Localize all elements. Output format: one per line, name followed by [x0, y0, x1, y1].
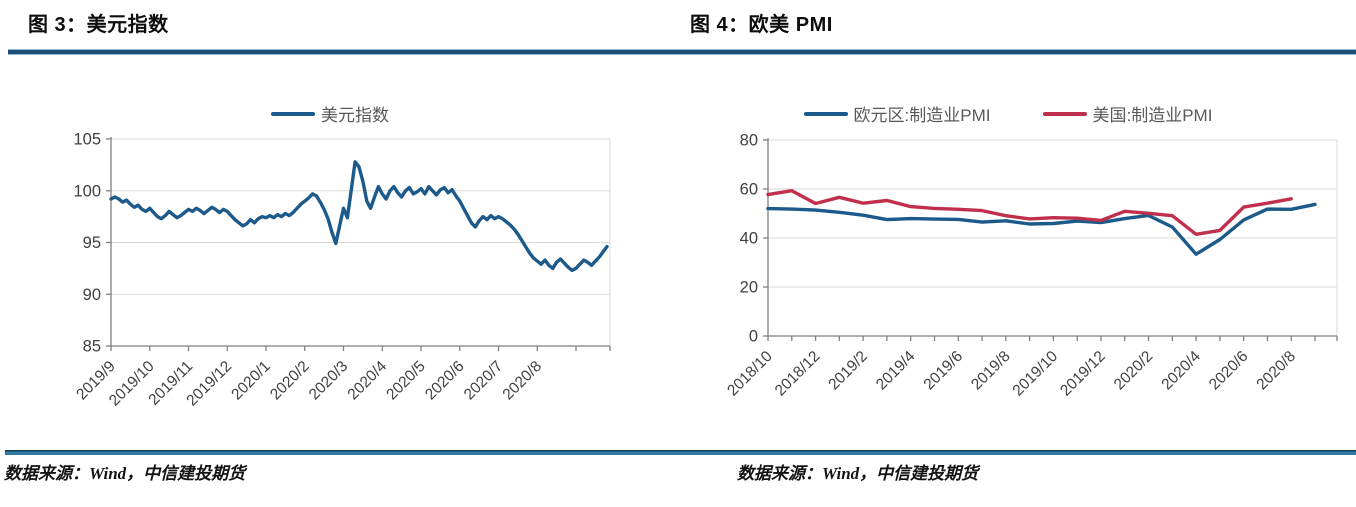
header-rule	[8, 49, 1356, 55]
x-axis-labels: 2019/92019/102019/112019/122020/12020/22…	[73, 346, 611, 409]
svg-text:2018/12: 2018/12	[772, 348, 824, 400]
svg-text:85: 85	[83, 338, 101, 356]
legend: 美元指数	[0, 101, 660, 126]
svg-text:2019/4: 2019/4	[873, 348, 919, 394]
svg-text:2019/8: 2019/8	[968, 348, 1014, 394]
legend-line-swatch	[803, 111, 848, 116]
svg-text:2020/5: 2020/5	[383, 358, 429, 404]
legend-line-swatch	[271, 111, 315, 116]
series-line-1	[766, 188, 1293, 237]
footer-rule	[5, 450, 1356, 455]
svg-text:2018/10: 2018/10	[724, 348, 776, 400]
svg-text:2020/1: 2020/1	[228, 358, 274, 404]
svg-text:95: 95	[83, 234, 101, 252]
svg-text:2020/4: 2020/4	[345, 358, 391, 404]
svg-text:2019/2: 2019/2	[825, 348, 871, 394]
svg-text:90: 90	[83, 286, 101, 304]
svg-text:105: 105	[73, 131, 101, 149]
svg-text:80: 80	[740, 132, 758, 150]
figure-pmi: 图 4：欧美 PMI 欧元区:制造业PMI 美国:制造业PMI 0 20 40 60 8…	[660, 0, 1356, 507]
svg-text:2020/3: 2020/3	[306, 358, 352, 404]
svg-text:2020/8: 2020/8	[500, 358, 546, 404]
svg-text:2020/7: 2020/7	[461, 358, 507, 404]
svg-text:40: 40	[740, 230, 758, 248]
data-source-note: 数据来源：Wind，中信建投期货	[4, 464, 246, 483]
svg-text:60: 60	[740, 181, 758, 199]
legend-item: 美元指数	[271, 101, 389, 126]
data-source-note: 数据来源：Wind，中信建投期货	[737, 464, 979, 483]
legend-label: 美国:制造业PMI	[1092, 106, 1213, 125]
y-axis-labels: 85 90 95 100 105	[73, 131, 111, 356]
dollar-index-chart: 85 90 95 100 105 2019/92019/102019/112019/122…	[73, 131, 611, 409]
series-line-0	[766, 202, 1317, 256]
gridlines	[768, 139, 1338, 337]
svg-text:100: 100	[73, 182, 101, 200]
svg-text:2019/6: 2019/6	[921, 348, 967, 394]
y-axis-labels: 0 20 40 60 80	[740, 132, 768, 346]
svg-text:2020/6: 2020/6	[1206, 348, 1252, 394]
axes	[110, 137, 610, 347]
svg-text:2019/12: 2019/12	[1057, 348, 1109, 400]
legend-item: 美国:制造业PMI	[1042, 101, 1213, 126]
svg-text:0: 0	[749, 328, 758, 346]
svg-text:2020/2: 2020/2	[1111, 348, 1157, 394]
legend-line-swatch	[1042, 111, 1087, 116]
series-line-0	[109, 160, 609, 273]
axes	[767, 138, 1337, 337]
legend-label: 美元指数	[321, 106, 389, 125]
svg-text:20: 20	[740, 279, 758, 297]
svg-text:2020/2: 2020/2	[267, 358, 313, 404]
legend: 欧元区:制造业PMI 美国:制造业PMI	[660, 101, 1356, 126]
figure-title: 图 3：美元指数	[28, 14, 169, 36]
svg-text:2020/6: 2020/6	[422, 358, 468, 404]
figure-title: 图 4：欧美 PMI	[690, 14, 833, 36]
svg-text:2020/8: 2020/8	[1253, 348, 1299, 394]
svg-text:2019/10: 2019/10	[1010, 348, 1062, 400]
figure-dollar-index: 图 3：美元指数 美元指数 85 90 95 100 105 2019/9 2019/10 2…	[0, 0, 660, 507]
legend-item: 欧元区:制造业PMI	[803, 101, 991, 126]
legend-label: 欧元区:制造业PMI	[853, 106, 991, 125]
svg-text:2020/4: 2020/4	[1158, 348, 1204, 394]
